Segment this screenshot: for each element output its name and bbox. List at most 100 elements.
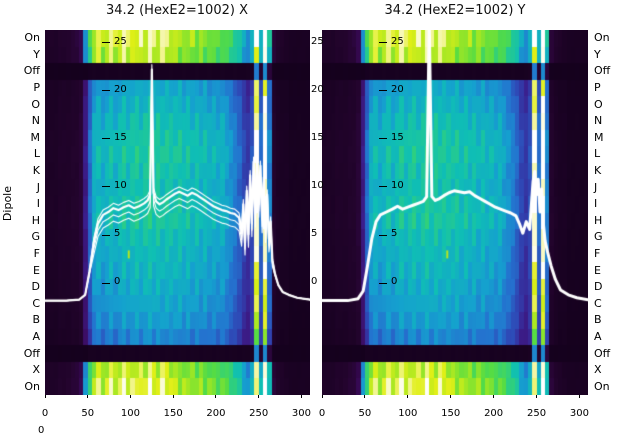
y-tick-mark: [102, 282, 110, 284]
x-tick-label: 0: [318, 408, 326, 419]
heatmap-x-canvas: [45, 30, 310, 395]
y-tick-label: 0: [114, 276, 121, 288]
x-tick-label: 50: [358, 408, 372, 419]
row-label-left: On: [24, 31, 40, 45]
row-label-left: F: [33, 246, 40, 260]
y-tick-label: 25: [391, 35, 404, 47]
row-label-left: Y: [33, 47, 40, 61]
y-tick-mark: [379, 282, 387, 284]
row-label-left: O: [31, 97, 40, 111]
y-tick-label-right: 10: [311, 179, 324, 191]
y-tick-mark: [379, 138, 387, 140]
y-tick-label: 10: [114, 179, 127, 191]
x-tick-mark: [129, 395, 131, 398]
y-tick-label: 15: [391, 131, 404, 143]
x-tick-label: 250: [526, 408, 547, 419]
x-tick-label: 200: [484, 408, 504, 419]
row-label-left: H: [31, 213, 40, 227]
row-label-left: C: [32, 296, 40, 310]
y-tick-mark: [379, 90, 387, 92]
row-label-right: J: [594, 180, 598, 194]
x-tick-mark: [364, 395, 366, 398]
row-label-left: L: [33, 147, 40, 161]
row-label-left: N: [31, 114, 40, 128]
y-tick-mark: [102, 42, 110, 44]
row-label-left: J: [36, 180, 40, 194]
y-tick-label: 5: [391, 228, 398, 240]
row-label-left: B: [32, 313, 40, 327]
x-tick-mark: [172, 395, 174, 398]
row-label-right: E: [594, 263, 601, 277]
row-label-left: On: [24, 379, 40, 393]
x-tick-mark: [578, 395, 580, 398]
x-tick-label: 300: [569, 408, 589, 419]
x-tick-mark: [450, 395, 452, 398]
y-tick-label-right: 20: [311, 83, 324, 95]
row-label-left: G: [31, 230, 40, 244]
y-tick-label: 20: [114, 83, 127, 95]
x-tick-label: 200: [206, 408, 226, 419]
row-label-right: On: [594, 379, 610, 393]
x-tick-mark: [87, 395, 89, 398]
y-tick-label: 15: [114, 131, 127, 143]
panel-x-title: 34.2 (HexE2=1002) X: [106, 3, 248, 18]
x-tick-label: 300: [291, 408, 311, 419]
panel-y-title: 34.2 (HexE2=1002) Y: [384, 3, 526, 18]
y-tick-label-right: 5: [311, 228, 318, 240]
y-tick-label: 20: [391, 83, 404, 95]
row-label-right: F: [594, 246, 601, 260]
y-tick-label-right: 15: [311, 131, 324, 143]
row-label-right: B: [594, 313, 602, 327]
stray-zero-label: 0: [38, 425, 45, 436]
y-tick-mark: [102, 186, 110, 188]
row-label-left: D: [31, 280, 40, 294]
y-tick-mark: [379, 234, 387, 236]
row-label-left: Off: [23, 346, 40, 360]
x-tick-mark: [536, 395, 538, 398]
x-tick-label: 250: [249, 408, 269, 419]
row-label-left: M: [30, 130, 41, 144]
row-label-right: N: [594, 114, 603, 128]
row-label-left: A: [32, 329, 40, 343]
x-tick-mark: [321, 395, 323, 398]
row-label-left: E: [33, 263, 40, 277]
y-tick-label: 25: [114, 35, 127, 47]
x-tick-label: 150: [163, 408, 183, 419]
row-label-right: M: [594, 130, 604, 144]
row-label-right: O: [594, 97, 603, 111]
y-tick-label: 0: [391, 276, 398, 288]
row-label-right: D: [594, 280, 603, 294]
x-tick-mark: [258, 395, 260, 398]
y-tick-mark: [102, 138, 110, 140]
row-label-right: Off: [594, 346, 611, 360]
heatmap-y-canvas: [322, 30, 588, 395]
x-tick-mark: [215, 395, 217, 398]
row-label-left: P: [33, 81, 40, 95]
x-tick-label: 150: [441, 408, 461, 419]
y-tick-mark: [102, 90, 110, 92]
row-label-right: On: [594, 31, 610, 45]
row-label-right: C: [594, 296, 602, 310]
row-label-right: A: [594, 329, 602, 343]
row-label-left: I: [36, 197, 40, 211]
x-tick-label: 100: [398, 408, 418, 419]
row-label-right: P: [594, 81, 601, 95]
x-tick-label: 100: [120, 408, 141, 419]
y-tick-mark: [379, 42, 387, 44]
y-axis-label: Dipole: [1, 186, 14, 222]
x-tick-mark: [44, 395, 46, 398]
y-tick-label: 5: [114, 228, 121, 240]
row-label-right: Y: [594, 47, 601, 61]
row-label-right: L: [594, 147, 601, 161]
y-tick-mark: [379, 186, 387, 188]
row-label-right: K: [594, 164, 602, 178]
y-tick-label-right: 0: [311, 276, 318, 288]
row-label-left: X: [32, 363, 40, 377]
row-label-right: Off: [594, 64, 611, 78]
x-tick-mark: [300, 395, 302, 398]
row-label-left: K: [32, 164, 40, 178]
x-tick-mark: [493, 395, 495, 398]
row-label-right: G: [594, 230, 603, 244]
x-tick-mark: [407, 395, 409, 398]
